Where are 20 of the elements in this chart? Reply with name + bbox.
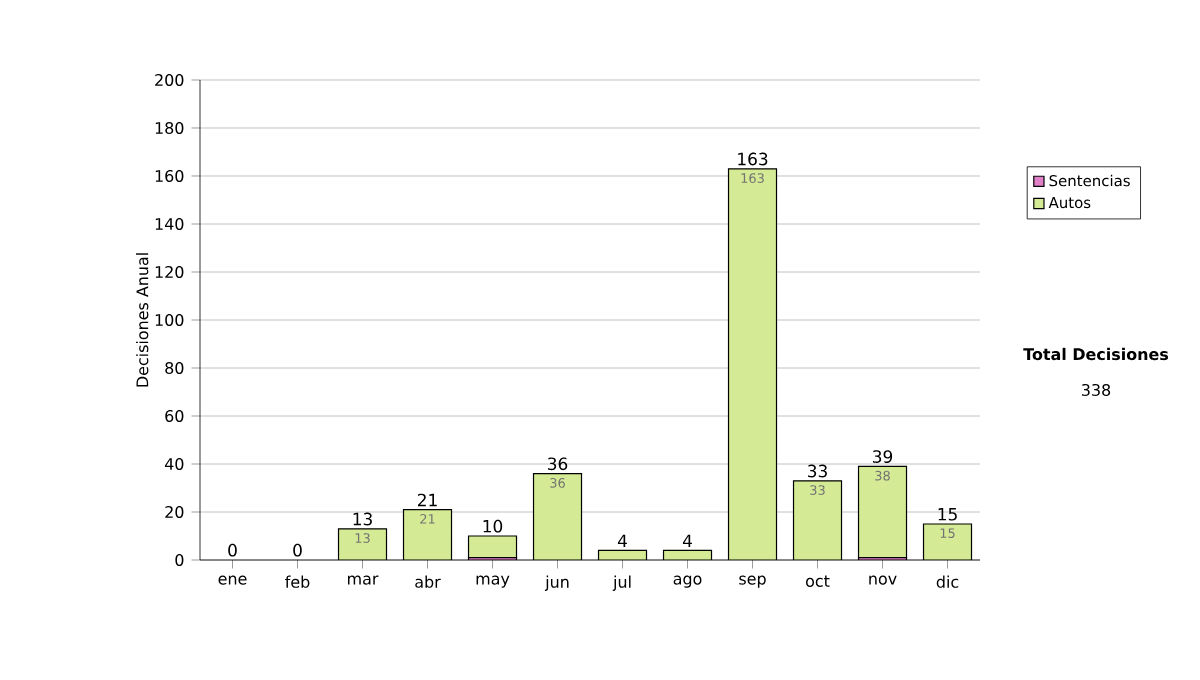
total-label: 0 xyxy=(293,543,302,557)
total-label: 21 xyxy=(417,493,437,507)
bar xyxy=(468,536,517,558)
bar xyxy=(728,168,777,560)
total-label: 4 xyxy=(617,534,627,547)
total-label: 15 xyxy=(938,508,957,521)
total-label: 36 xyxy=(548,457,568,471)
total-label: 0 xyxy=(228,543,237,557)
total-label: 4 xyxy=(682,534,692,547)
total-label: 10 xyxy=(483,519,503,533)
total-label: 13 xyxy=(353,512,372,526)
bar xyxy=(793,480,842,560)
bar xyxy=(857,465,908,559)
bar xyxy=(922,523,973,560)
total-label: 33 xyxy=(808,464,827,478)
bar xyxy=(533,473,582,560)
total-label: 163 xyxy=(738,152,768,166)
total-label: 39 xyxy=(873,450,893,464)
bar xyxy=(403,509,452,560)
bar xyxy=(338,528,387,560)
